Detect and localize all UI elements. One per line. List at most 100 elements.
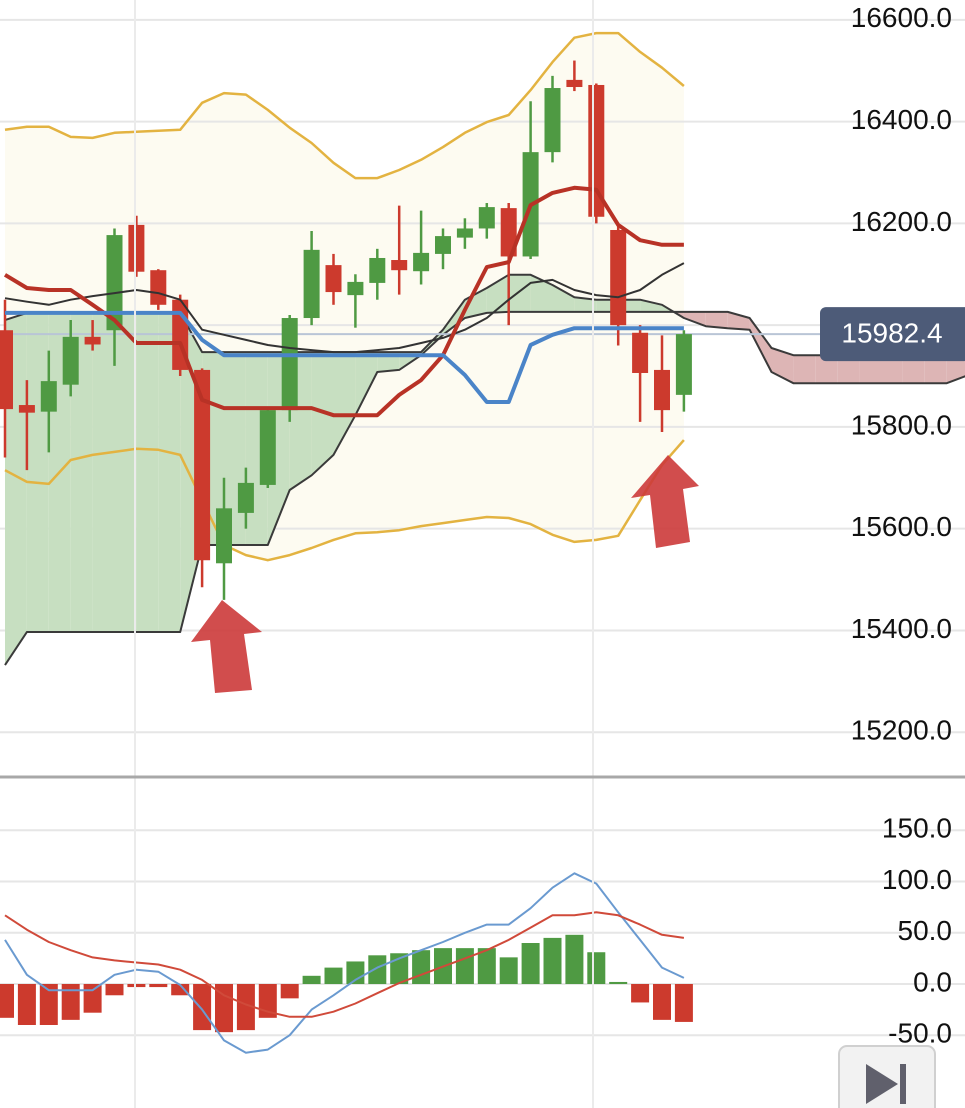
cloud-fill [793, 355, 816, 384]
cloud-fill [552, 284, 575, 312]
candle-body [281, 318, 298, 411]
cloud-fill [683, 311, 706, 327]
y-tick-label: 15400.0 [851, 613, 952, 644]
cloud-fill [815, 355, 838, 384]
candle-body [237, 482, 254, 513]
candle-body [150, 270, 167, 305]
play-button-bg[interactable] [838, 1045, 936, 1108]
candle-body [456, 228, 473, 238]
macd-line [4, 911, 685, 1018]
histogram-bar [543, 937, 562, 985]
last-price-box [820, 307, 965, 362]
price-panel [0, 31, 965, 666]
cloud-fill [837, 355, 860, 384]
histogram-bar [499, 957, 518, 985]
histogram-bar [587, 952, 606, 985]
candle-body [435, 236, 451, 254]
cloud-fill [114, 312, 137, 632]
y-tick-label: 16200.0 [851, 206, 952, 237]
histogram-bar [193, 984, 212, 1031]
candle-body [369, 257, 386, 283]
histogram-bar [39, 984, 58, 1025]
cloud-fill [749, 318, 772, 372]
cloud-fill [640, 299, 662, 312]
candle-body [500, 208, 517, 257]
histogram-bar [280, 984, 299, 999]
candle-body [478, 207, 495, 229]
histogram-bar [521, 943, 540, 985]
play-icon-bar[interactable] [900, 1064, 906, 1104]
arrow [631, 455, 699, 548]
y-tick-label: 16400.0 [851, 104, 952, 135]
histogram-bar [674, 984, 693, 1022]
y-tick-label: 16600.0 [851, 2, 952, 33]
cloud-fill [333, 352, 356, 455]
histogram-bar [83, 984, 102, 1013]
candle-body [194, 369, 211, 561]
cloud-fill [946, 355, 965, 384]
candle-body [675, 334, 692, 395]
candle-body [654, 369, 670, 411]
cloud-fill [727, 311, 750, 330]
candle-body [259, 410, 276, 485]
cloud-fill [508, 274, 531, 312]
candle-body [128, 224, 145, 272]
histogram-bar [565, 934, 584, 985]
candle-body [18, 405, 35, 413]
candle-body [632, 332, 649, 373]
cloud-fill [530, 274, 553, 312]
candle-body [413, 252, 430, 272]
y-tick-label: 50.0 [898, 915, 953, 946]
y-tick-label: -50.0 [888, 1018, 952, 1049]
cloud-fill [859, 355, 881, 384]
cloud-fill [924, 355, 947, 384]
histogram-bar [653, 984, 671, 1020]
histogram-bar [302, 975, 321, 985]
histogram-bar [412, 950, 431, 985]
candle-body [216, 508, 232, 564]
candle-body [0, 330, 13, 410]
span-b-line [4, 310, 965, 666]
y-tick-label: 100.0 [882, 864, 952, 895]
y-tick-label: 0.0 [913, 966, 952, 997]
histogram-bar [105, 984, 124, 996]
candle-body [106, 235, 123, 331]
histogram-bar [0, 984, 14, 1018]
cloud-fill [902, 355, 925, 384]
arrow [191, 600, 262, 693]
cloud-fill [705, 311, 728, 329]
cloud-fill [92, 312, 115, 632]
y-tick-label: 15600.0 [851, 511, 952, 542]
cloud-fill [464, 288, 487, 319]
macd-panel [0, 829, 965, 1054]
play-button[interactable] [838, 1045, 936, 1108]
candle-body [325, 265, 342, 293]
play-icon[interactable] [866, 1064, 898, 1104]
cloud-fill [136, 312, 159, 632]
histogram-bar [455, 948, 474, 985]
cloud-fill [574, 297, 597, 312]
candle-body [391, 260, 408, 271]
cloud-fill [881, 355, 903, 384]
macd-line [4, 872, 685, 1054]
band-lower [4, 439, 685, 562]
histogram-bar [631, 984, 650, 1003]
candle-body [84, 336, 101, 345]
histogram-bar [61, 984, 80, 1020]
candle-body [610, 229, 627, 326]
histogram-bar [17, 984, 36, 1025]
last-price-label: 15982.4 [841, 317, 942, 348]
candle-body [303, 249, 320, 319]
histogram-bar [127, 984, 146, 988]
cloud-fill [355, 352, 378, 416]
histogram-bar [477, 948, 496, 985]
candle-body [544, 88, 561, 153]
candle-body [347, 281, 364, 296]
candle-body [566, 79, 583, 88]
histogram-bar [324, 967, 343, 985]
histogram-bar [171, 984, 190, 996]
y-tick-label: 15800.0 [851, 409, 952, 440]
indicator-line [4, 262, 685, 354]
